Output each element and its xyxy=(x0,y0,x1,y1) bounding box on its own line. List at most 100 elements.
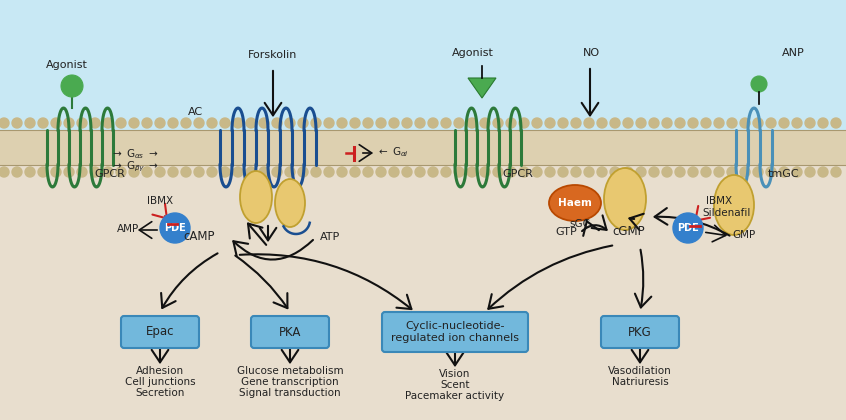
Text: $\rightarrow$ G$_{\beta\gamma}$ $\rightarrow$: $\rightarrow$ G$_{\beta\gamma}$ $\righta… xyxy=(110,160,159,174)
Circle shape xyxy=(0,167,9,177)
Text: Forskolin: Forskolin xyxy=(249,50,298,60)
Text: GPCR: GPCR xyxy=(94,169,125,179)
Circle shape xyxy=(402,118,412,128)
Circle shape xyxy=(636,118,646,128)
Ellipse shape xyxy=(714,175,754,235)
Text: Glucose metabolism: Glucose metabolism xyxy=(237,366,343,376)
Circle shape xyxy=(233,118,243,128)
Circle shape xyxy=(246,167,256,177)
Circle shape xyxy=(298,118,308,128)
Circle shape xyxy=(181,167,191,177)
Circle shape xyxy=(831,167,841,177)
Circle shape xyxy=(792,118,802,128)
Circle shape xyxy=(649,167,659,177)
Circle shape xyxy=(714,118,724,128)
Circle shape xyxy=(168,167,178,177)
Circle shape xyxy=(0,118,9,128)
Text: GMP: GMP xyxy=(732,230,755,240)
Circle shape xyxy=(311,118,321,128)
Circle shape xyxy=(558,118,568,128)
Circle shape xyxy=(285,167,295,177)
Circle shape xyxy=(376,118,386,128)
Circle shape xyxy=(454,167,464,177)
Circle shape xyxy=(753,118,763,128)
Circle shape xyxy=(662,167,672,177)
Circle shape xyxy=(584,167,594,177)
Circle shape xyxy=(207,167,217,177)
Circle shape xyxy=(51,167,61,177)
Circle shape xyxy=(779,118,789,128)
Text: AMP: AMP xyxy=(117,224,140,234)
Text: AC: AC xyxy=(188,107,203,117)
Circle shape xyxy=(233,167,243,177)
Circle shape xyxy=(740,167,750,177)
Circle shape xyxy=(506,118,516,128)
Ellipse shape xyxy=(604,168,646,230)
Text: NO: NO xyxy=(583,48,600,58)
Text: GPCR: GPCR xyxy=(502,169,533,179)
Circle shape xyxy=(545,118,555,128)
Circle shape xyxy=(389,167,399,177)
Bar xyxy=(0,130,846,165)
Text: Pacemaker activity: Pacemaker activity xyxy=(405,391,504,401)
Text: $\rightarrow$ G$_{\alpha s}$ $\rightarrow$: $\rightarrow$ G$_{\alpha s}$ $\rightarro… xyxy=(110,147,158,161)
Circle shape xyxy=(103,167,113,177)
Circle shape xyxy=(272,118,282,128)
Circle shape xyxy=(337,167,347,177)
Text: Agonist: Agonist xyxy=(46,60,88,70)
Circle shape xyxy=(623,118,633,128)
Text: IBMX: IBMX xyxy=(147,196,173,206)
Circle shape xyxy=(363,118,373,128)
Circle shape xyxy=(168,118,178,128)
Circle shape xyxy=(246,118,256,128)
Circle shape xyxy=(428,118,438,128)
Circle shape xyxy=(766,118,776,128)
Text: IBMX: IBMX xyxy=(706,196,732,206)
Circle shape xyxy=(519,118,529,128)
Circle shape xyxy=(467,167,477,177)
Circle shape xyxy=(38,167,48,177)
Text: Adhesion: Adhesion xyxy=(136,366,184,376)
Circle shape xyxy=(454,118,464,128)
Circle shape xyxy=(675,118,685,128)
Text: PDE: PDE xyxy=(677,223,699,233)
Text: tmGC: tmGC xyxy=(768,169,799,179)
Circle shape xyxy=(571,118,581,128)
Circle shape xyxy=(220,167,230,177)
Circle shape xyxy=(311,167,321,177)
FancyBboxPatch shape xyxy=(601,316,679,348)
Circle shape xyxy=(673,213,703,243)
Circle shape xyxy=(636,167,646,177)
Text: ATP: ATP xyxy=(320,232,340,242)
Circle shape xyxy=(675,167,685,177)
Circle shape xyxy=(77,118,87,128)
Circle shape xyxy=(727,167,737,177)
Circle shape xyxy=(415,118,425,128)
Circle shape xyxy=(324,118,334,128)
Circle shape xyxy=(701,118,711,128)
Circle shape xyxy=(441,118,451,128)
Circle shape xyxy=(155,118,165,128)
Text: PKG: PKG xyxy=(628,326,652,339)
Circle shape xyxy=(545,167,555,177)
Circle shape xyxy=(766,167,776,177)
Circle shape xyxy=(610,118,620,128)
Circle shape xyxy=(129,167,139,177)
Circle shape xyxy=(831,118,841,128)
Circle shape xyxy=(714,167,724,177)
Text: Gene transcription: Gene transcription xyxy=(241,377,338,387)
Circle shape xyxy=(805,118,815,128)
Circle shape xyxy=(506,167,516,177)
Text: Vision: Vision xyxy=(439,369,470,379)
Text: Haem: Haem xyxy=(558,198,592,208)
Circle shape xyxy=(38,118,48,128)
Circle shape xyxy=(428,167,438,177)
Circle shape xyxy=(194,167,204,177)
Circle shape xyxy=(25,167,35,177)
Circle shape xyxy=(701,167,711,177)
Circle shape xyxy=(129,118,139,128)
Circle shape xyxy=(493,167,503,177)
Circle shape xyxy=(90,118,100,128)
Circle shape xyxy=(259,118,269,128)
Circle shape xyxy=(792,167,802,177)
